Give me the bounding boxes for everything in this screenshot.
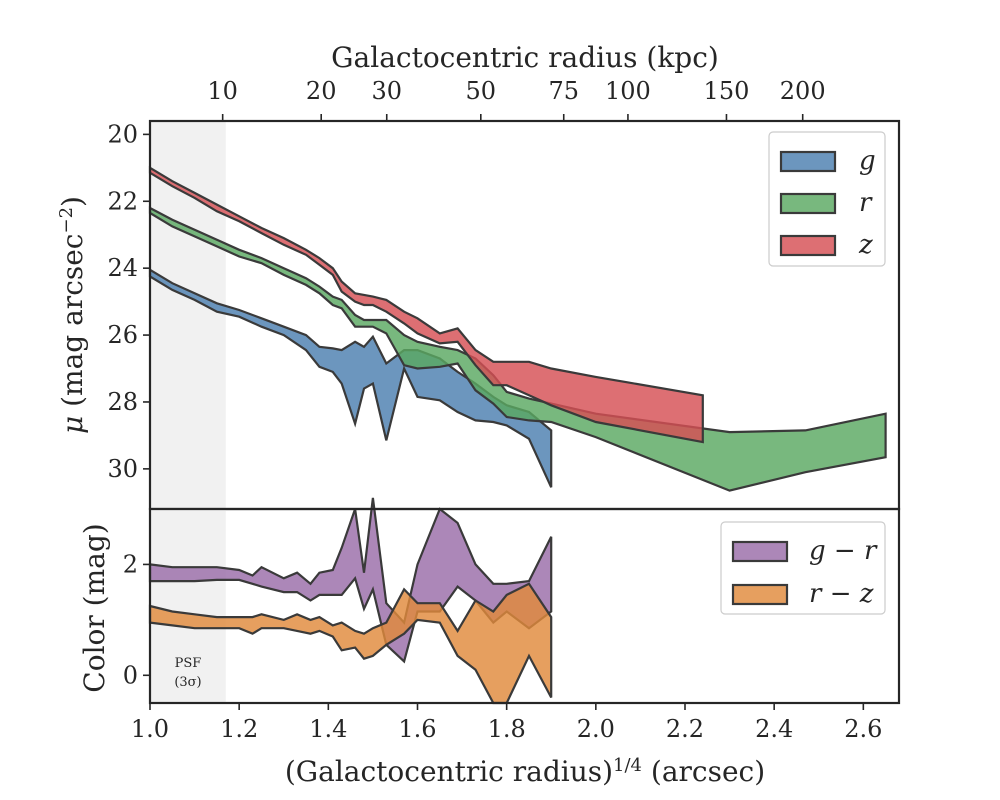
top-x-tick-label: 100 [605, 77, 651, 105]
y-tick-label: 2 [123, 550, 138, 578]
top-x-tick-label: 50 [466, 77, 497, 105]
legend-label-1: r − z [809, 579, 874, 609]
top-x-axis-label: Galactocentric radius (kpc) [331, 41, 719, 74]
y-tick-label: 26 [107, 321, 138, 349]
x-tick-label: 1.0 [131, 715, 169, 743]
series-band-g [148, 267, 553, 488]
y-tick-label: 0 [123, 661, 138, 689]
x-tick-label: 1.6 [398, 715, 436, 743]
psf-shaded-region [150, 121, 226, 509]
psf-label: PSF [175, 656, 202, 671]
y-tick-label: 24 [107, 254, 138, 282]
legend-swatch-0 [731, 540, 789, 563]
x-tick-label: 2.6 [844, 715, 882, 743]
bottom-x-axis-label: (Galactocentric radius)1/4 (arcsec) [285, 755, 765, 789]
bottom-y-axis-label: Color (mag) [78, 523, 111, 692]
surface-brightness-panel: 20 22 24 26 28 30 10 20 30 50 75 100 150 200 grz [107, 77, 901, 511]
x-tick-label: 1.8 [488, 715, 526, 743]
x-tick-label: 1.2 [220, 715, 258, 743]
panel-frame [148, 507, 901, 705]
legend-swatch-1 [731, 583, 789, 606]
y-tick-label: 30 [107, 455, 138, 483]
y-tick-label: 22 [107, 187, 138, 215]
series-band-r [148, 206, 887, 492]
top-x-tick-label: 75 [548, 77, 579, 105]
y-tick-label: 28 [107, 388, 138, 416]
top-x-tick-label: 200 [780, 77, 826, 105]
top-x-tick-label: 20 [306, 77, 337, 105]
series-band-z [148, 165, 704, 444]
legend-label-2: z [858, 230, 873, 260]
color-panel: 0 2 1.0 1.2 1.4 1.6 1.8 2.0 2.2 2.4 2.6 PSF (3σ) g − … [123, 497, 901, 743]
x-tick-label: 2.4 [755, 715, 793, 743]
series-band-rminusz [148, 582, 553, 705]
x-tick-label: 2.2 [666, 715, 704, 743]
legend-label-0: g − r [809, 536, 878, 566]
legend-label-1: r [859, 188, 873, 218]
top-x-tick-label: 10 [207, 77, 238, 105]
legend-swatch-1 [779, 192, 837, 215]
psf-shaded-region [150, 509, 226, 703]
y-tick-label: 20 [107, 120, 138, 148]
legend-swatch-0 [779, 150, 837, 173]
top-x-tick-label: 30 [371, 77, 402, 105]
top-x-tick-label: 150 [704, 77, 750, 105]
legend-swatch-2 [779, 234, 837, 257]
top-y-axis-label: μ (mag arcsec−2) [56, 196, 90, 434]
series-band-gminusr [148, 497, 553, 664]
psf-sigma-label: (3σ) [174, 675, 201, 690]
x-tick-label: 2.0 [577, 715, 615, 743]
x-tick-label: 1.4 [309, 715, 347, 743]
legend-label-0: g [859, 146, 876, 176]
